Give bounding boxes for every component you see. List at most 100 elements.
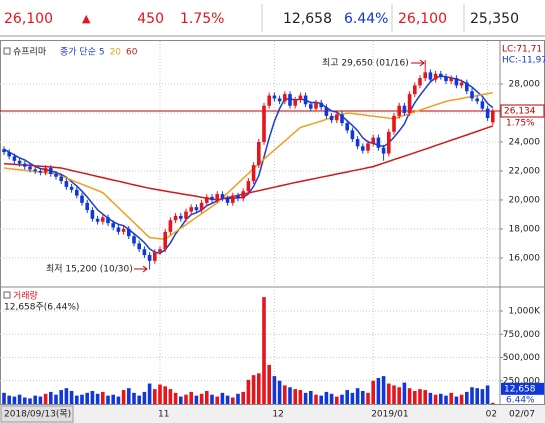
volume-bar: [194, 395, 199, 404]
candle-body: [319, 102, 323, 108]
volume-bar: [335, 396, 339, 404]
candle-body: [80, 195, 84, 203]
annotation: 최고 29,650 (01/16): [322, 58, 409, 69]
candle-body: [491, 111, 495, 123]
volume-bar: [59, 390, 63, 404]
candle-body: [257, 141, 261, 166]
candle-body: [293, 99, 297, 106]
volume-bar: [355, 388, 360, 404]
candle-body: [345, 123, 349, 131]
candle-body: [90, 210, 95, 219]
volume-bar: [267, 364, 271, 404]
volume-bar: [85, 392, 89, 404]
legend-icon: [3, 47, 11, 55]
candle-body: [288, 94, 292, 106]
volume-bar: [288, 387, 292, 404]
candle-body: [303, 95, 308, 105]
candle-body: [116, 227, 121, 232]
volume-bar: [381, 376, 386, 404]
volume-bar: [298, 390, 303, 404]
volume-bar: [433, 394, 438, 404]
volume-bar: [459, 394, 464, 404]
candle-body: [355, 139, 360, 147]
volume-bar: [231, 397, 235, 404]
volume-bar: [257, 373, 261, 404]
volume-bar: [387, 383, 391, 404]
volume-bar: [142, 391, 147, 404]
candle-body: [340, 114, 344, 124]
volume-bar: [423, 390, 427, 404]
volume-bar: [49, 391, 53, 404]
volume-bar: [184, 394, 188, 404]
volume-bar: [153, 389, 157, 404]
moving-average: [3, 75, 494, 255]
volume-bar: [236, 393, 240, 404]
volume-bar: [17, 394, 22, 404]
candle-body: [173, 215, 178, 221]
y-tick-label: 500,000: [503, 353, 540, 363]
volume-bar: [210, 394, 214, 404]
legend-entry: 60: [126, 48, 138, 58]
volume-bar: [262, 297, 266, 404]
candle-body: [101, 217, 105, 222]
candle-body: [376, 137, 381, 148]
candle-body: [111, 223, 115, 228]
volume-bar: [251, 375, 256, 404]
candle-body: [153, 252, 157, 261]
candle-body: [439, 73, 443, 77]
volume-bar: [205, 390, 209, 404]
candle-body: [361, 146, 365, 151]
candle-body: [12, 156, 17, 161]
legend-entry: 20: [110, 48, 122, 58]
candle-body: [418, 78, 422, 86]
volume-bar: [371, 380, 375, 404]
volume-bar: [397, 387, 401, 404]
volume-bar: [324, 391, 329, 404]
volume-bar: [137, 395, 141, 404]
info: LC:71,71: [502, 45, 542, 55]
volume-bar: [283, 385, 287, 404]
volume-bar: [485, 385, 490, 404]
volume-bar: [345, 390, 349, 404]
price-line-change: 1.75%: [506, 119, 535, 129]
y-tick-label: 1,000K: [508, 307, 541, 317]
volume-bar: [439, 393, 443, 404]
volume-bar: [361, 390, 365, 404]
x-tick-label: 2019/01: [371, 410, 408, 420]
y-tick-label: 18,000: [509, 224, 541, 234]
volume-bar: [314, 394, 318, 404]
candle-body: [350, 130, 355, 140]
candle-body: [231, 195, 235, 203]
candle-body: [246, 181, 251, 192]
candle-body: [189, 207, 193, 212]
chart-title: 슈프리마: [13, 47, 47, 58]
candle-body: [371, 137, 375, 144]
volume-bar: [220, 392, 225, 404]
candle-body: [69, 186, 74, 190]
annotation-arrow: [411, 59, 425, 67]
volume-bar: [475, 388, 479, 404]
volume-bar: [158, 384, 162, 404]
candle-body: [168, 220, 173, 232]
candle-body: [210, 197, 214, 200]
volume-bar: [116, 396, 121, 404]
candle-body: [475, 98, 479, 102]
volume-bar: [28, 398, 32, 404]
volume-bar: [444, 395, 448, 404]
volume: 12,658: [283, 11, 332, 27]
volume-bar: [246, 379, 251, 404]
y-tick-label: 22,000: [509, 166, 541, 176]
volume-bar: [101, 391, 105, 404]
volume-bar: [7, 395, 11, 404]
legend-entry: 종가 단순 5: [60, 47, 105, 58]
volume-bar: [2, 392, 6, 404]
volume-bar: [454, 396, 459, 404]
candle-body: [127, 228, 131, 237]
volume-bar: [241, 391, 245, 404]
price: 26,100: [4, 11, 53, 27]
info: HC:-11,97: [502, 56, 545, 66]
price-line-box: [500, 104, 545, 118]
last-date: 02/07: [509, 410, 535, 420]
candle-body: [49, 168, 53, 174]
